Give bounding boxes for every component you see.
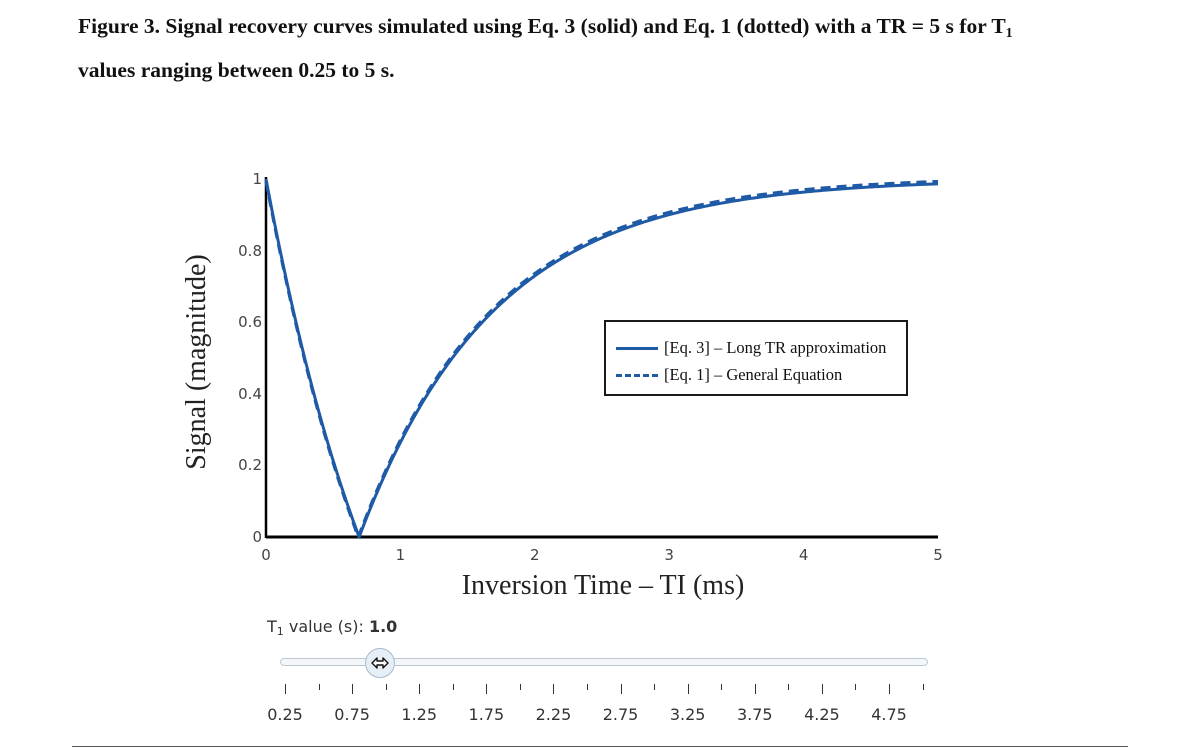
slider-tick-label: 3.25 (669, 705, 706, 724)
caption-line-1-text: Figure 3. Signal recovery curves simulat… (78, 14, 1006, 38)
slider-major-tick (687, 684, 689, 694)
slider-label-subscript: 1 (276, 625, 284, 638)
x-tick-label: 1 (395, 546, 406, 564)
t1-slider-track[interactable] (280, 658, 928, 666)
caption-line-1: Figure 3. Signal recovery curves simulat… (78, 8, 1138, 52)
slider-tick-label: 1.25 (401, 705, 438, 724)
slider-current-value: 1.0 (368, 617, 398, 636)
slider-major-tick (889, 684, 890, 694)
y-tick-label: 1 (252, 170, 262, 188)
x-tick-label: 3 (664, 546, 674, 564)
caption-line-2: values ranging between 0.25 to 5 s. (78, 58, 395, 82)
chart-legend: [Eq. 3] – Long TR approximation [Eq. 1] … (604, 320, 908, 396)
caption-subscript: 1 (1005, 26, 1013, 41)
slider-tick-label: 1.75 (468, 705, 505, 724)
slider-tick-label: 4.25 (804, 705, 840, 724)
slider-label: T1 value (s): 1.0 (267, 617, 397, 638)
legend-label-eq1: [Eq. 1] – General Equation (664, 365, 843, 384)
slider-major-tick (553, 684, 555, 694)
slider-major-tick (754, 684, 756, 694)
legend-solid-swatch (616, 347, 658, 350)
x-tick-label: 5 (933, 546, 943, 564)
slider-minor-tick (855, 684, 857, 690)
x-tick-label: 4 (798, 546, 809, 564)
slider-major-tick (486, 684, 488, 694)
slider-minor-tick (318, 684, 320, 690)
y-tick-label: 0.2 (238, 456, 262, 475)
slider-major-tick (285, 684, 286, 694)
x-axis-label: Inversion Time – TI (ms) (461, 570, 745, 601)
slider-label-prefix: T (267, 617, 277, 636)
x-tick-label: 0 (261, 546, 271, 564)
y-tick-label: 0 (252, 528, 262, 546)
slider-tick-label: 2.75 (602, 705, 639, 724)
slider-tick-label: 4.75 (871, 705, 907, 724)
y-tick-label: 0.6 (238, 313, 262, 332)
slider-major-tick (352, 684, 354, 694)
slider-minor-tick (519, 684, 521, 690)
slider-minor-tick (654, 684, 656, 690)
slider-tick-label: 3.75 (736, 705, 773, 724)
slider-minor-tick (788, 684, 790, 690)
slider-major-tick (821, 684, 823, 694)
slider-major-tick (419, 684, 421, 694)
t1-slider-handle[interactable] (365, 648, 395, 678)
bottom-rule (72, 746, 1128, 747)
legend-dashed-swatch (616, 374, 658, 377)
slider-minor-tick (922, 684, 924, 690)
x-tick-label: 2 (530, 546, 540, 564)
slider-tick-label: 0.75 (334, 705, 370, 724)
series-eq3-solid-line (264, 178, 939, 539)
slider-minor-tick (385, 684, 387, 690)
y-tick-label: 0.4 (238, 384, 262, 403)
slider-tick-label: 0.25 (267, 705, 303, 724)
series-eq1-dashed-line (264, 179, 939, 540)
slider-minor-tick (452, 684, 454, 690)
legend-label-eq3: [Eq. 3] – Long TR approximation (664, 338, 887, 357)
slider-minor-tick (587, 684, 588, 690)
slider-minor-tick (721, 684, 723, 690)
y-axis-label: Signal (magnitude) (181, 254, 212, 470)
slider-major-tick (620, 684, 622, 694)
y-tick-label: 0.8 (238, 241, 262, 260)
slider-label-suffix: value (s): (283, 617, 369, 636)
figure-caption: Figure 3. Signal recovery curves simulat… (78, 8, 1138, 88)
drag-arrows-icon (371, 657, 389, 669)
slider-tick-label: 2.25 (535, 705, 572, 724)
